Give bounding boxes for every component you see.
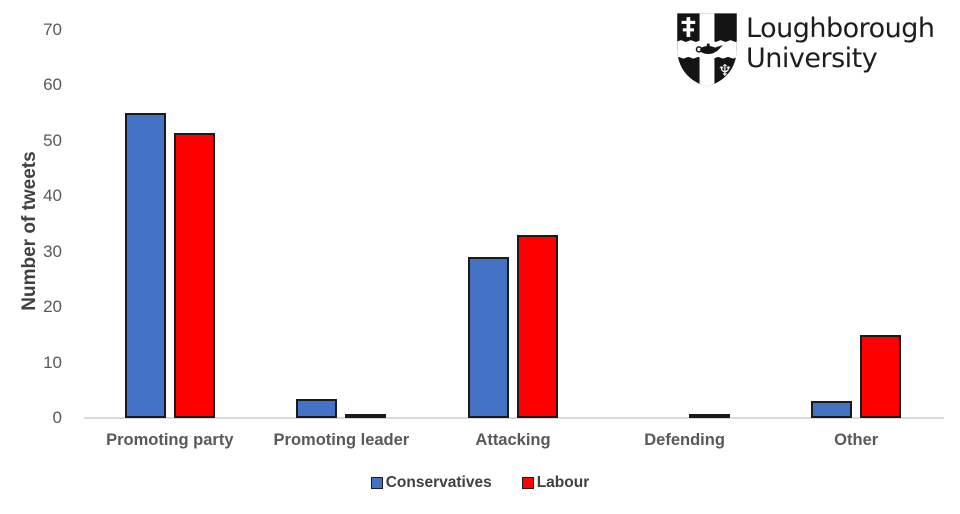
svg-text:♆: ♆ [718,61,732,80]
logo-text-line1: Loughborough [746,13,935,44]
legend-label: Conservatives [385,474,492,491]
bar-conservatives-attacking [468,257,509,418]
y-tick-label: 30 [43,241,62,261]
y-tick-label: 20 [43,297,62,316]
loughborough-shield-icon: ♆ [677,13,737,87]
y-tick-label: 60 [43,75,62,94]
logo-text-line2: University [746,43,878,74]
y-tick-label: 40 [43,186,62,205]
bar-labour-defending [688,414,730,418]
university-logo: ♆ Loughborough University [676,12,935,88]
legend-item-labour: Labour [521,474,590,492]
legend-swatch-icon [521,477,534,489]
y-tick-label: 70 [43,19,62,39]
y-tick-label: 0 [52,408,62,427]
y-axis-title: Number of tweets [19,151,40,311]
bar-labour-promoting-leader [345,414,387,418]
bar-conservatives-promoting-party [124,112,166,418]
university-logo-text: Loughborough University [746,14,935,74]
y-tick-label: 10 [43,352,62,372]
bar-conservatives-promoting-leader [296,398,338,418]
legend-item-conservatives: Conservatives [370,474,492,492]
bar-conservatives-other [811,401,853,418]
x-category-label-other: Other [834,431,879,449]
bar-labour-promoting-party [173,133,215,418]
x-category-label-defending: Defending [644,431,725,449]
bar-labour-attacking [517,234,558,418]
bar-labour-other [860,334,902,418]
legend-swatch-icon [370,477,383,489]
x-category-label-promoting-party: Promoting party [106,431,234,449]
x-category-label-attacking: Attacking [475,431,551,449]
legend-label: Labour [536,474,590,491]
legend: Conservatives Labour [0,474,960,492]
y-tick-label: 50 [43,130,62,150]
x-category-label-promoting-leader: Promoting leader [273,431,410,449]
x-axis-line [84,417,944,419]
